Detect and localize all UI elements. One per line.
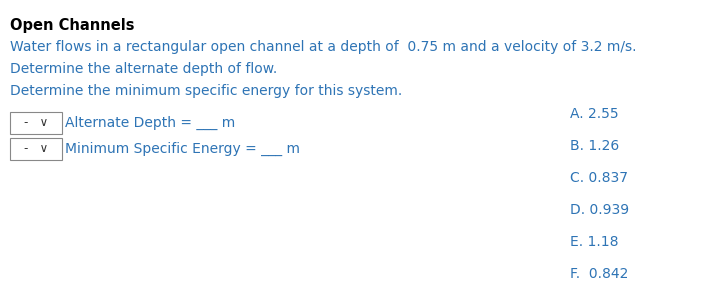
Text: B. 1.26: B. 1.26 — [570, 139, 619, 153]
Text: Determine the alternate depth of flow.: Determine the alternate depth of flow. — [10, 62, 277, 76]
Text: A. 2.55: A. 2.55 — [570, 107, 619, 121]
Text: Alternate Depth = ___ m: Alternate Depth = ___ m — [65, 116, 235, 130]
Text: Determine the minimum specific energy for this system.: Determine the minimum specific energy fo… — [10, 84, 402, 98]
FancyBboxPatch shape — [10, 112, 62, 134]
Text: -   ∨: - ∨ — [24, 116, 48, 130]
Text: E. 1.18: E. 1.18 — [570, 235, 619, 249]
Text: D. 0.939: D. 0.939 — [570, 203, 629, 217]
Text: C. 0.837: C. 0.837 — [570, 171, 628, 185]
Text: F.  0.842: F. 0.842 — [570, 267, 629, 281]
Text: Minimum Specific Energy = ___ m: Minimum Specific Energy = ___ m — [65, 142, 300, 156]
Text: Water flows in a rectangular open channel at a depth of  0.75 m and a velocity o: Water flows in a rectangular open channe… — [10, 40, 637, 54]
Text: -   ∨: - ∨ — [24, 142, 48, 156]
FancyBboxPatch shape — [10, 138, 62, 160]
Text: Open Channels: Open Channels — [10, 18, 135, 33]
